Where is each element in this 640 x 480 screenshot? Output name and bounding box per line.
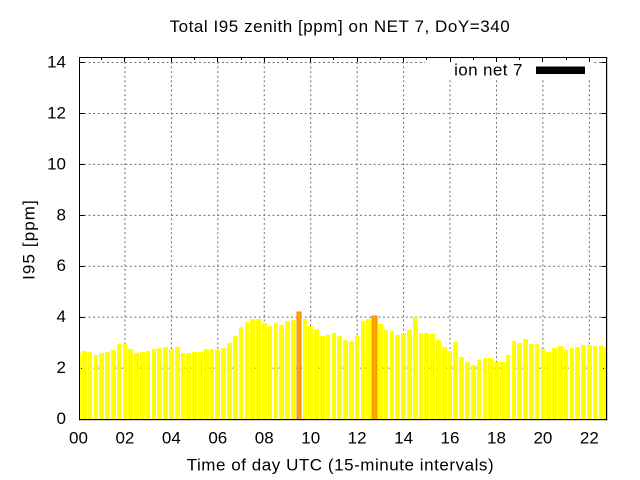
svg-text:12: 12 (47, 104, 66, 123)
svg-text:06: 06 (208, 428, 227, 447)
svg-text:18: 18 (487, 428, 506, 447)
svg-text:ion net 7: ion net 7 (454, 61, 523, 80)
svg-text:0: 0 (57, 409, 66, 428)
svg-text:04: 04 (162, 428, 181, 447)
svg-text:02: 02 (115, 428, 134, 447)
svg-text:20: 20 (533, 428, 552, 447)
svg-text:8: 8 (57, 205, 66, 224)
svg-text:4: 4 (57, 307, 66, 326)
svg-text:10: 10 (47, 154, 66, 173)
svg-text:10: 10 (301, 428, 320, 447)
svg-text:6: 6 (57, 256, 66, 275)
svg-text:14: 14 (47, 53, 66, 72)
svg-text:16: 16 (441, 428, 460, 447)
svg-text:Total I95 zenith [ppm] on NET: Total I95 zenith [ppm] on NET 7, DoY=340 (170, 17, 511, 36)
svg-text:08: 08 (255, 428, 274, 447)
svg-text:12: 12 (348, 428, 367, 447)
svg-text:14: 14 (394, 428, 413, 447)
svg-text:2: 2 (57, 358, 66, 377)
svg-text:22: 22 (580, 428, 599, 447)
svg-text:I95 [ppm]: I95 [ppm] (20, 199, 39, 280)
svg-text:Time of day UTC (15-minute int: Time of day UTC (15-minute intervals) (187, 455, 495, 474)
svg-text:00: 00 (69, 428, 88, 447)
